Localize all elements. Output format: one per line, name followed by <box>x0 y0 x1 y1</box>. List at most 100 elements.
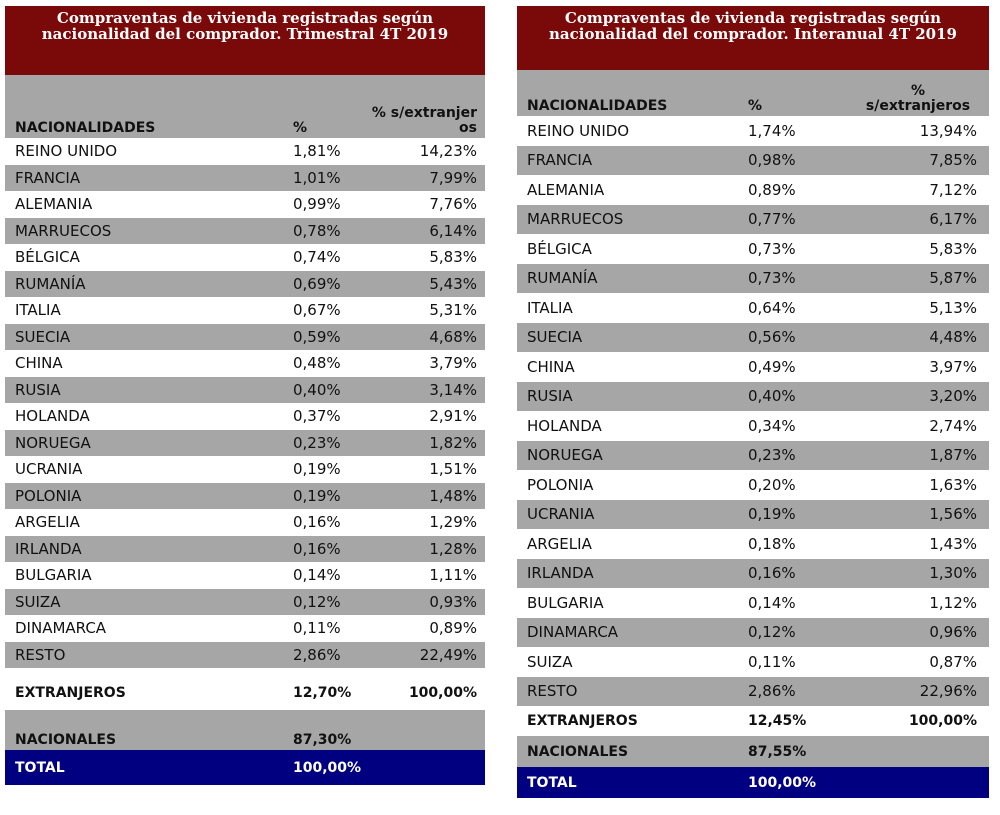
row-percent-extranjeros: 0,89% <box>429 619 477 638</box>
row-percent: 0,73% <box>748 239 796 258</box>
row-percent-extranjeros: 1,43% <box>929 534 977 553</box>
table-row: ALEMANIA 0,99% 7,76% <box>5 191 485 218</box>
row-percent-extranjeros: 5,43% <box>429 274 477 293</box>
row-label: NACIONALES <box>15 732 117 748</box>
row-percent: 1,74% <box>748 121 796 140</box>
row-percent-extranjeros: 1,82% <box>429 433 477 452</box>
row-percent: 0,69% <box>293 274 341 293</box>
row-label: IRLANDA <box>527 564 594 583</box>
table-row: BULGARIA 0,14% 1,11% <box>5 562 485 589</box>
table-row: DINAMARCA 0,11% 0,89% <box>5 615 485 642</box>
row-label: TOTAL <box>15 759 65 776</box>
row-percent: 0,18% <box>748 534 796 553</box>
table-row: MARRUECOS 0,78% 6,14% <box>5 217 485 244</box>
table-row: REINO UNIDO 1,81% 14,23% <box>5 138 485 165</box>
row-percent: 0,67% <box>293 301 341 320</box>
row-percent: 100,00% <box>748 774 817 791</box>
row-percent: 0,74% <box>293 248 341 267</box>
row-percent: 87,55% <box>748 743 807 760</box>
row-label: REINO UNIDO <box>15 142 118 161</box>
row-percent-extranjeros: 6,14% <box>429 221 477 240</box>
table-row: CHINA 0,48% 3,79% <box>5 350 485 377</box>
row-label: MARRUECOS <box>15 221 112 240</box>
table-row: BÉLGICA 0,73% 5,83% <box>517 234 989 264</box>
row-label: HOLANDA <box>527 416 602 435</box>
table-title: Compraventas de vivienda registradas seg… <box>5 6 485 75</box>
header-percent-extranjeros: % s/extranjer os <box>371 105 477 136</box>
row-percent: 0,73% <box>748 269 796 288</box>
row-percent: 0,98% <box>748 151 796 170</box>
row-label: EXTRANJEROS <box>15 685 126 701</box>
table-row: DINAMARCA 0,12% 0,96% <box>517 617 989 647</box>
row-percent-extranjeros: 1,51% <box>429 460 477 479</box>
row-percent-extranjeros: 13,94% <box>919 121 977 140</box>
table-header: NACIONALIDADES % % s/extranjer os <box>5 75 485 138</box>
row-percent: 12,45% <box>748 713 807 729</box>
row-label: IRLANDA <box>15 539 82 558</box>
row-percent: 2,86% <box>748 682 796 701</box>
row-percent: 0,11% <box>748 652 796 671</box>
row-percent: 0,89% <box>748 180 796 199</box>
row-label: CHINA <box>15 354 63 373</box>
row-percent-extranjeros: 5,83% <box>429 248 477 267</box>
row-percent: 1,81% <box>293 142 341 161</box>
row-percent-extranjeros: 4,68% <box>429 327 477 346</box>
table-row: SUECIA 0,59% 4,68% <box>5 323 485 350</box>
row-percent: 0,12% <box>293 592 341 611</box>
row-label: NACIONALES <box>527 743 629 760</box>
table-body: REINO UNIDO 1,81% 14,23% FRANCIA 1,01% 7,99% A… <box>5 138 485 668</box>
table-row: SUIZA 0,11% 0,87% <box>517 647 989 677</box>
row-percent: 0,19% <box>293 486 341 505</box>
row-percent-extranjeros: 100,00% <box>908 713 977 729</box>
total-row: TOTAL 100,00% <box>517 767 989 798</box>
row-label: UCRANIA <box>527 505 595 524</box>
row-label: BULGARIA <box>15 566 92 585</box>
table-row: RUMANÍA 0,73% 5,87% <box>517 263 989 293</box>
row-percent-extranjeros: 22,96% <box>919 682 977 701</box>
table-row: IRLANDA 0,16% 1,30% <box>517 558 989 588</box>
row-percent-extranjeros: 7,85% <box>929 151 977 170</box>
row-percent-extranjeros: 5,87% <box>929 269 977 288</box>
table-row: SUIZA 0,12% 0,93% <box>5 588 485 615</box>
table-row: NORUEGA 0,23% 1,87% <box>517 440 989 470</box>
row-label: NORUEGA <box>527 446 603 465</box>
row-label: MARRUECOS <box>527 210 624 229</box>
row-percent: 0,23% <box>293 433 341 452</box>
row-percent-extranjeros: 2,74% <box>929 416 977 435</box>
table-row: CHINA 0,49% 3,97% <box>517 352 989 382</box>
row-label: RUMANÍA <box>527 269 598 288</box>
row-percent-extranjeros: 7,76% <box>429 195 477 214</box>
row-percent-extranjeros: 0,87% <box>929 652 977 671</box>
row-percent-extranjeros: 4,48% <box>929 328 977 347</box>
row-percent: 0,40% <box>748 387 796 406</box>
row-label: POLONIA <box>527 475 594 494</box>
row-percent-extranjeros: 1,48% <box>429 486 477 505</box>
row-label: SUECIA <box>15 327 71 346</box>
table-row: UCRANIA 0,19% 1,51% <box>5 456 485 483</box>
table-row: POLONIA 0,20% 1,63% <box>517 470 989 500</box>
table-row: ALEMANIA 0,89% 7,12% <box>517 175 989 205</box>
table-row: HOLANDA 0,34% 2,74% <box>517 411 989 441</box>
row-percent-extranjeros: 0,96% <box>929 623 977 642</box>
row-percent-extranjeros: 5,83% <box>929 239 977 258</box>
row-percent: 0,19% <box>748 505 796 524</box>
table-row: POLONIA 0,19% 1,48% <box>5 482 485 509</box>
total-row: TOTAL 100,00% <box>5 750 485 785</box>
header-nacionalidades: NACIONALIDADES <box>15 120 156 136</box>
table-row: ITALIA 0,64% 5,13% <box>517 293 989 323</box>
row-label: SUIZA <box>15 592 61 611</box>
row-percent: 0,23% <box>748 446 796 465</box>
row-percent-extranjeros: 22,49% <box>419 645 477 664</box>
row-percent: 0,99% <box>293 195 341 214</box>
row-label: BÉLGICA <box>15 248 80 267</box>
table-row: ITALIA 0,67% 5,31% <box>5 297 485 324</box>
row-percent: 0,77% <box>748 210 796 229</box>
table-row: RESTO 2,86% 22,96% <box>517 676 989 706</box>
table-row: UCRANIA 0,19% 1,56% <box>517 499 989 529</box>
row-label: RUSIA <box>527 387 573 406</box>
extranjeros-row: EXTRANJEROS 12,45% 100,00% <box>517 706 989 736</box>
row-percent-extranjeros: 1,28% <box>429 539 477 558</box>
row-label: RESTO <box>527 682 578 701</box>
header-percent: % <box>748 98 763 114</box>
table-title: Compraventas de vivienda registradas seg… <box>517 6 989 70</box>
